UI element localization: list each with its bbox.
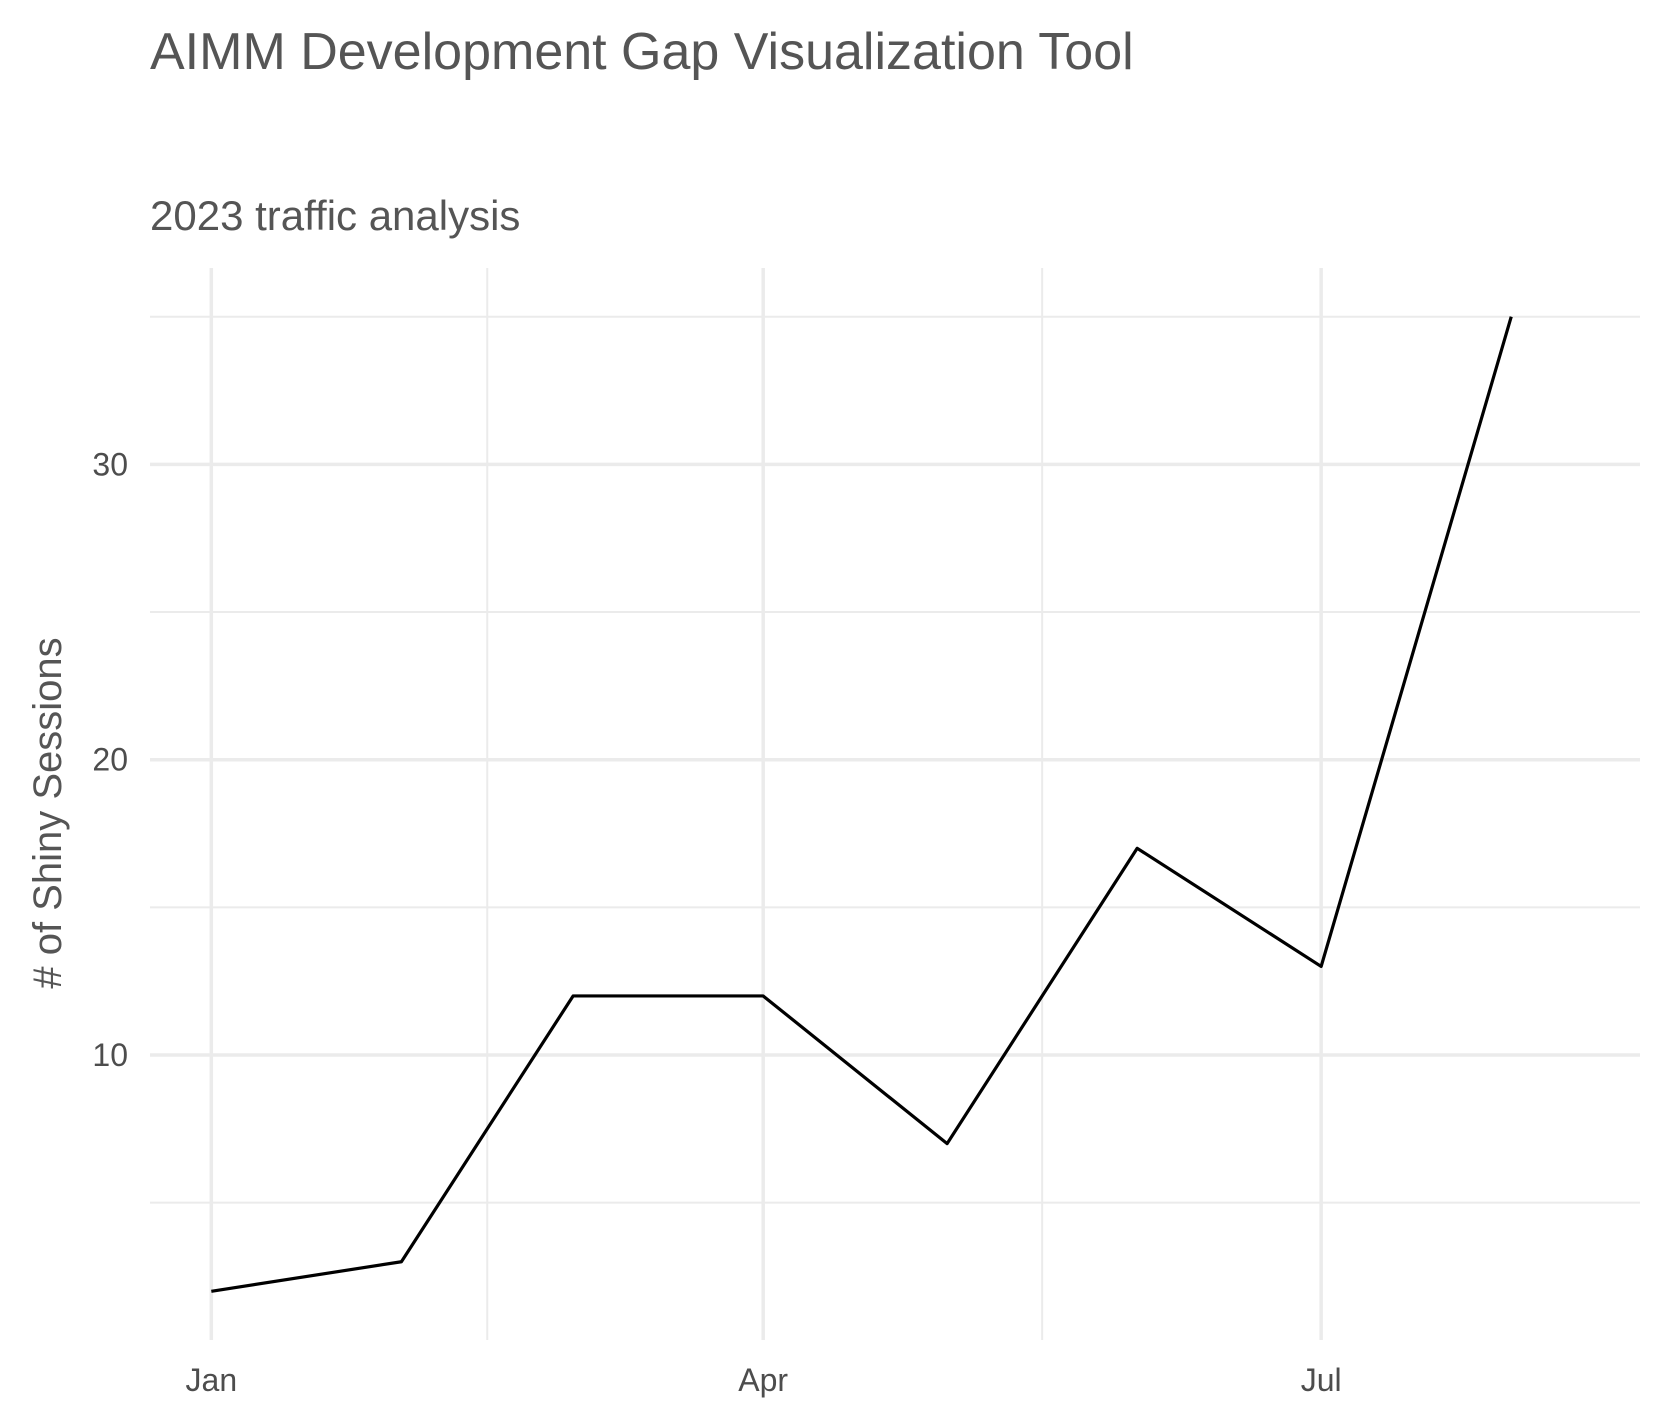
chart-subtitle: 2023 traffic analysis <box>150 192 521 239</box>
series-line <box>211 316 1513 1293</box>
chart-title: AIMM Development Gap Visualization Tool <box>150 23 1134 81</box>
x-tick-label: Jan <box>186 1362 238 1398</box>
x-tick-label: Jul <box>1301 1362 1342 1398</box>
y-tick-label: 10 <box>92 1037 128 1073</box>
x-tick-label: Apr <box>738 1362 788 1398</box>
tick-layer: 10 20 30 Jan Apr Jul <box>92 446 1341 1398</box>
y-axis-title: # of Shiny Sessions <box>26 637 70 988</box>
series-layer <box>211 316 1513 1293</box>
y-tick-label: 30 <box>92 446 128 482</box>
y-tick-label: 20 <box>92 742 128 778</box>
grid-layer <box>150 268 1640 1340</box>
